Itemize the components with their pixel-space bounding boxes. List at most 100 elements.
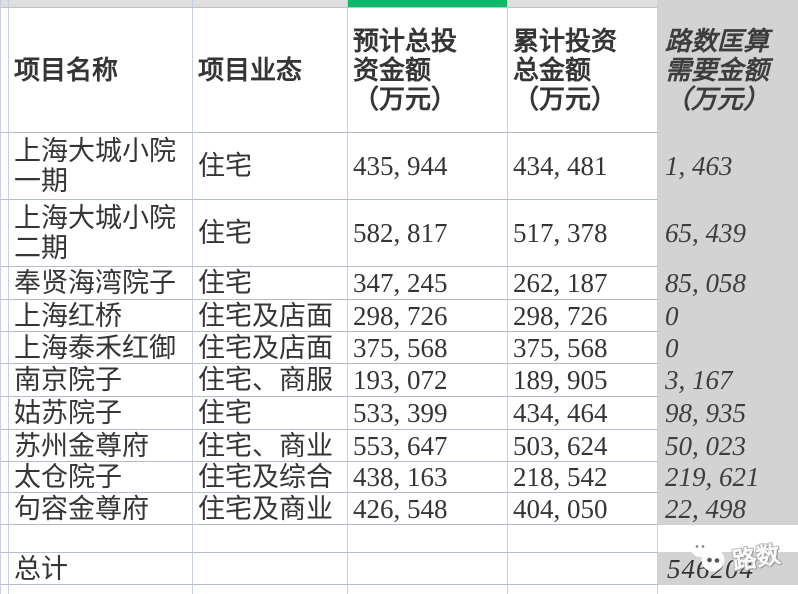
table-row: 奉贤海湾院子 住宅 347, 245 262, 187 85, 058 <box>1 267 798 300</box>
sliver-cell <box>658 0 798 8</box>
cumulative-cell: 218, 542 <box>508 462 658 493</box>
project-name-cell: 奉贤海湾院子 <box>9 267 193 300</box>
header-project-type: 项目业态 <box>193 8 348 133</box>
project-name-cell: 上海大城小院 二期 <box>9 200 193 267</box>
required-cell: 98, 935 <box>658 397 798 430</box>
header-row: 项目名称 项目业态 预计总投 资金额 （万元） 累计投资 总金额 （万元） 路数… <box>1 8 798 133</box>
project-type-cell: 住宅 <box>193 267 348 300</box>
header-required-amount: 路数匡算 需要金额 （万元） <box>658 8 798 133</box>
cumulative-cell: 189, 905 <box>508 364 658 397</box>
stub-cell <box>1 300 9 332</box>
project-type-cell: 住宅 <box>193 200 348 267</box>
total-row: 总计 546204 <box>1 553 798 585</box>
cumulative-cell: 503, 624 <box>508 430 658 462</box>
empty-cell <box>193 525 348 553</box>
stub-cell <box>1 267 9 300</box>
project-name-cell: 句容金尊府 <box>9 493 193 525</box>
planned-cell: 426, 548 <box>348 493 508 525</box>
bottom-sliver-row <box>1 585 798 594</box>
stub-cell <box>1 200 9 267</box>
required-cell: 3, 167 <box>658 364 798 397</box>
table-row: 太仓院子 住宅及综合 438, 163 218, 542 219, 621 <box>1 462 798 493</box>
cumulative-cell: 404, 050 <box>508 493 658 525</box>
table-row: 上海大城小院 二期 住宅 582, 817 517, 378 65, 439 <box>1 200 798 267</box>
required-cell: 65, 439 <box>658 200 798 267</box>
table-row: 句容金尊府 住宅及商业 426, 548 404, 050 22, 498 <box>1 493 798 525</box>
planned-cell: 193, 072 <box>348 364 508 397</box>
stub-cell <box>1 525 9 553</box>
header-planned-investment: 预计总投 资金额 （万元） <box>348 8 508 133</box>
required-cell: 1, 463 <box>658 133 798 200</box>
cumulative-cell: 517, 378 <box>508 200 658 267</box>
planned-cell: 582, 817 <box>348 200 508 267</box>
empty-cell <box>9 525 193 553</box>
planned-cell: 435, 944 <box>348 133 508 200</box>
project-type-cell: 住宅及店面 <box>193 332 348 364</box>
project-name-cell: 太仓院子 <box>9 462 193 493</box>
empty-row <box>1 525 798 553</box>
empty-cell <box>193 553 348 585</box>
stub-cell <box>1 430 9 462</box>
required-cell: 22, 498 <box>658 493 798 525</box>
planned-cell: 375, 568 <box>348 332 508 364</box>
sliver-cell <box>658 585 798 594</box>
project-name-cell: 上海大城小院 一期 <box>9 133 193 200</box>
project-type-cell: 住宅及店面 <box>193 300 348 332</box>
sliver-cell <box>193 585 348 594</box>
stub-cell <box>1 8 9 133</box>
empty-cell <box>508 525 658 553</box>
planned-cell: 298, 726 <box>348 300 508 332</box>
table-row: 上海红桥 住宅及店面 298, 726 298, 726 0 <box>1 300 798 332</box>
project-type-cell: 住宅及商业 <box>193 493 348 525</box>
project-name-cell: 上海红桥 <box>9 300 193 332</box>
stub-cell <box>1 397 9 430</box>
top-sliver-row <box>1 0 798 8</box>
planned-cell: 438, 163 <box>348 462 508 493</box>
table-row: 上海泰禾红御 住宅及店面 375, 568 375, 568 0 <box>1 332 798 364</box>
cumulative-cell: 262, 187 <box>508 267 658 300</box>
planned-cell: 347, 245 <box>348 267 508 300</box>
total-label-cell: 总计 <box>9 553 193 585</box>
cumulative-cell: 434, 464 <box>508 397 658 430</box>
sliver-cell <box>348 585 508 594</box>
project-name-cell: 苏州金尊府 <box>9 430 193 462</box>
sliver-cell <box>1 0 9 8</box>
stub-cell <box>1 462 9 493</box>
planned-cell: 553, 647 <box>348 430 508 462</box>
project-name-cell: 姑苏院子 <box>9 397 193 430</box>
sliver-cell <box>508 585 658 594</box>
project-type-cell: 住宅、商业 <box>193 430 348 462</box>
cumulative-cell: 434, 481 <box>508 133 658 200</box>
green-accent-bar <box>348 0 508 8</box>
required-cell: 219, 621 <box>658 462 798 493</box>
stub-cell <box>1 364 9 397</box>
cumulative-cell: 375, 568 <box>508 332 658 364</box>
empty-cell <box>508 553 658 585</box>
project-type-cell: 住宅、商服 <box>193 364 348 397</box>
empty-cell <box>348 553 508 585</box>
cumulative-cell: 298, 726 <box>508 300 658 332</box>
table-row: 南京院子 住宅、商服 193, 072 189, 905 3, 167 <box>1 364 798 397</box>
project-name-cell: 上海泰禾红御 <box>9 332 193 364</box>
sliver-cell <box>9 585 193 594</box>
header-cumulative-investment: 累计投资 总金额 （万元） <box>508 8 658 133</box>
planned-cell: 533, 399 <box>348 397 508 430</box>
sliver-cell <box>9 0 193 8</box>
stub-cell <box>1 493 9 525</box>
table-row: 苏州金尊府 住宅、商业 553, 647 503, 624 50, 023 <box>1 430 798 462</box>
empty-cell <box>658 525 798 553</box>
table-row: 上海大城小院 一期 住宅 435, 944 434, 481 1, 463 <box>1 133 798 200</box>
stub-cell <box>1 332 9 364</box>
required-cell: 50, 023 <box>658 430 798 462</box>
total-required-cell: 546204 <box>658 553 798 585</box>
required-cell: 0 <box>658 332 798 364</box>
sliver-cell <box>508 0 658 8</box>
stub-cell <box>1 133 9 200</box>
empty-cell <box>348 525 508 553</box>
header-project-name: 项目名称 <box>9 8 193 133</box>
sliver-cell <box>193 0 348 8</box>
project-type-cell: 住宅 <box>193 397 348 430</box>
project-type-cell: 住宅及综合 <box>193 462 348 493</box>
required-cell: 0 <box>658 300 798 332</box>
